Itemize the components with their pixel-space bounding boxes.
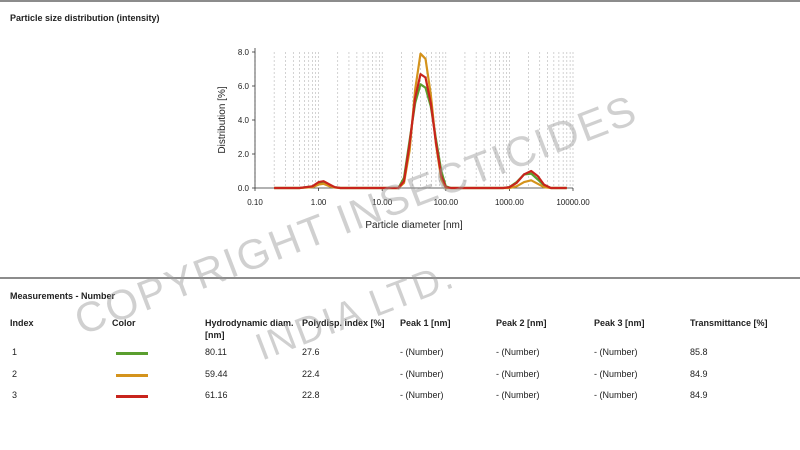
row1-polydispersity: 27.6 [302,347,320,357]
x-tick-label: 0.10 [247,198,263,207]
header-peak2: Peak 2 [nm] [496,318,547,328]
row2-transmittance: 84.9 [690,369,708,379]
series-line-3 [274,72,567,190]
header-hydrodynamic-diameter: Hydrodynamic diam. [205,318,294,328]
y-tick-label: 4.0 [238,116,250,125]
distribution-chart: 0.0 2.0 4.0 6.0 8.0 0.10 1.00 10.00 100.00 1000.0… [217,48,590,231]
x-axis-label: Particle diameter [nm] [365,220,462,231]
row2-color-swatch [116,374,148,377]
header-hydrodynamic-unit: [nm] [205,330,225,340]
y-axis-label: Distribution [%] [217,86,228,153]
row1-transmittance: 85.8 [690,347,708,357]
row3-hydrodynamic: 61.16 [205,390,228,400]
row2-peak2: - (Number) [496,369,540,379]
row3-index: 3 [12,390,18,400]
y-tick-label: 2.0 [238,150,250,159]
measurements-title: Measurements - Number [10,291,116,301]
row1-peak3: - (Number) [594,347,638,357]
header-polydispersity: Polydisp. index [%] [302,318,385,328]
header-color: Color [112,318,136,328]
x-tick-label: 10.00 [372,198,393,207]
x-tick-label: 100.00 [434,198,459,207]
x-tick-label: 1000.00 [495,198,524,207]
row2-hydrodynamic: 59.44 [205,369,228,379]
row1-peak2: - (Number) [496,347,540,357]
header-index: Index [10,318,34,328]
row3-color-swatch [116,395,148,398]
y-tick-label: 8.0 [238,48,250,57]
row3-polydispersity: 22.8 [302,390,320,400]
row1-hydrodynamic: 80.11 [205,347,227,357]
top-divider [0,0,800,2]
row3-peak2: - (Number) [496,390,540,400]
row2-peak3: - (Number) [594,369,638,379]
row3-peak1: - (Number) [400,390,444,400]
row2-index: 2 [12,369,18,379]
header-peak1: Peak 1 [nm] [400,318,451,328]
row3-transmittance: 84.9 [690,390,708,400]
chart-section-title: Particle size distribution (intensity) [10,13,160,23]
row2-peak1: - (Number) [400,369,444,379]
row1-index: 1 [12,347,18,357]
header-transmittance: Transmittance [%] [690,318,768,328]
row3-peak3: - (Number) [594,390,638,400]
section-divider [0,277,800,279]
x-tick-label: 1.00 [311,198,327,207]
row1-color-swatch [116,352,148,355]
row2-polydispersity: 22.4 [302,369,320,379]
y-tick-label: 0.0 [238,184,250,193]
y-tick-label: 6.0 [238,82,250,91]
x-tick-label: 10000.00 [556,198,590,207]
row1-peak1: - (Number) [400,347,444,357]
header-peak3: Peak 3 [nm] [594,318,645,328]
